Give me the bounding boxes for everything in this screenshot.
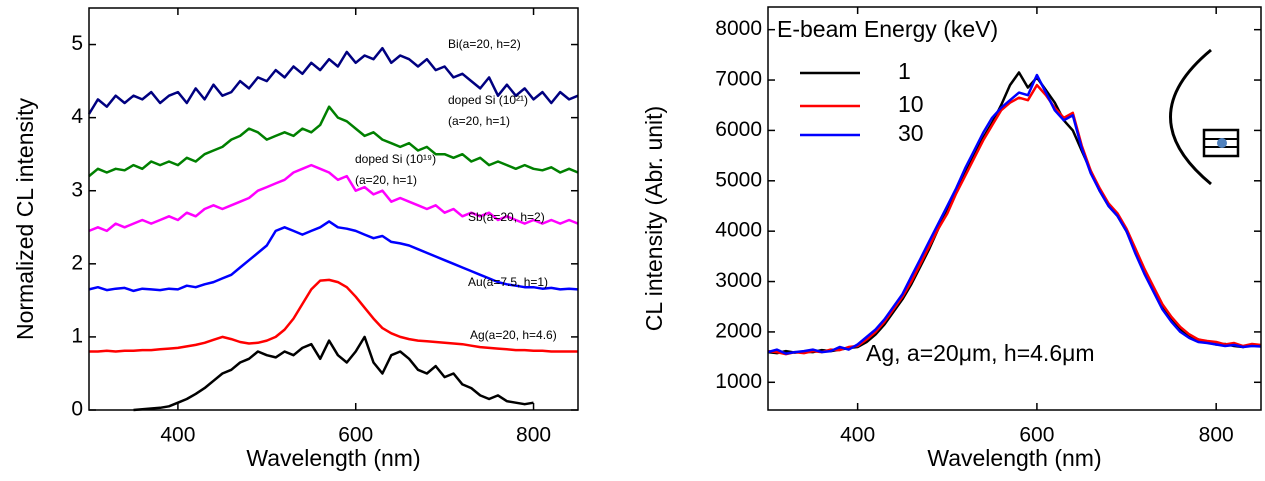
series-label: doped Si (10²¹) [448, 93, 528, 107]
x-tick-label: 400 [160, 424, 195, 447]
legend-label: 1 [898, 58, 911, 84]
series-line [767, 71, 1262, 355]
series-label: doped Si (10¹⁹) [355, 152, 436, 166]
x-tick-label: 800 [516, 424, 551, 447]
y-tick-label: 8000 [715, 17, 762, 40]
series-label: Au(a=7.5, h=1) [468, 275, 548, 289]
y-axis-title: CL intensity (Abr. unit) [641, 106, 667, 331]
x-tick-label: 400 [840, 424, 875, 447]
series-line [133, 335, 534, 412]
series-line [88, 163, 579, 233]
series-label: Sb(a=20, h=2) [468, 210, 545, 224]
series-line [767, 73, 1262, 355]
x-axis-title: Wavelength (nm) [927, 445, 1101, 471]
series-line [87, 46, 579, 115]
sample-box [1202, 128, 1240, 158]
spot [1217, 138, 1227, 148]
series-note: (a=20, h=1) [355, 173, 417, 187]
x-tick-label: 600 [1019, 424, 1054, 447]
y-tick-label: 3 [71, 178, 83, 201]
y-tick-label: 0 [71, 398, 83, 421]
y-tick-label: 6000 [715, 118, 762, 141]
legend-label: 10 [898, 91, 924, 117]
y-tick-label: 7000 [715, 68, 762, 91]
y-tick-label: 1 [71, 324, 83, 347]
y-tick-label: 2 [71, 251, 83, 274]
y-tick-label: 5000 [715, 168, 762, 191]
annotation: Ag, a=20μm, h=4.6μm [866, 340, 1095, 366]
beam-outline [1169, 48, 1212, 186]
inset-icon [1169, 48, 1240, 186]
y-axis-title: Normalized CL intensity [12, 97, 38, 340]
legend-label: 30 [898, 120, 924, 146]
y-tick-label: 4000 [715, 219, 762, 242]
y-tick-label: 4 [71, 105, 83, 128]
series-line [88, 105, 579, 178]
series-label: Ag(a=20, h=4.6) [470, 328, 557, 342]
y-tick-label: 3000 [715, 269, 762, 292]
plot-frame [88, 7, 579, 411]
x-axis-title: Wavelength (nm) [246, 445, 420, 471]
series-line [767, 83, 1262, 356]
series-line [89, 278, 578, 353]
series-line [88, 220, 579, 293]
series-note: (a=20, h=1) [448, 114, 510, 128]
legend-title: E-beam Energy (keV) [777, 16, 998, 42]
y-tick-label: 1000 [715, 370, 762, 393]
x-tick-label: 600 [338, 424, 373, 447]
plot-frame [767, 6, 1262, 411]
x-tick-label: 800 [1199, 424, 1234, 447]
y-tick-label: 5 [71, 32, 83, 55]
series-label: Bi(a=20, h=2) [448, 37, 521, 51]
y-tick-label: 2000 [715, 319, 762, 342]
